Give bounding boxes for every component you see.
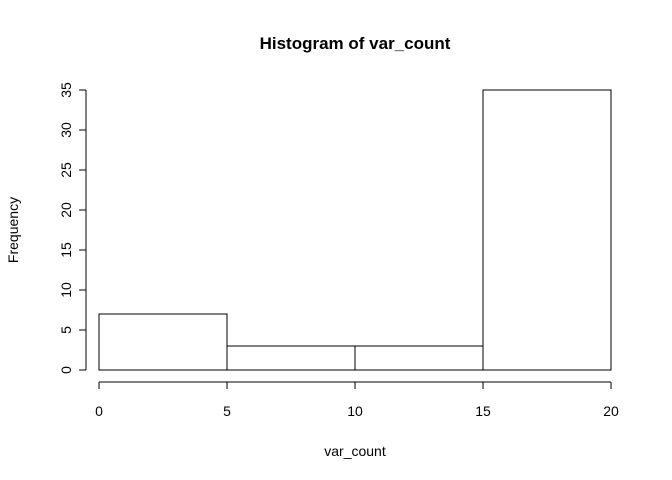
y-tick-label: 10	[58, 282, 74, 298]
y-tick-label: 30	[58, 122, 74, 138]
x-axis: 0 5 10 15 20	[95, 381, 619, 419]
histogram-bar-1	[226, 345, 356, 371]
histogram-bar-0	[98, 313, 228, 371]
y-axis: 0 5 10 15 20 25 30 35	[58, 82, 87, 374]
x-tick-label: 20	[603, 403, 619, 419]
y-tick-label: 15	[58, 242, 74, 258]
x-tick-label: 5	[223, 403, 231, 419]
x-tick-label: 10	[347, 403, 363, 419]
x-axis-label: var_count	[324, 443, 386, 459]
y-tick-label: 5	[58, 326, 74, 334]
y-tick-label: 0	[58, 366, 74, 374]
x-tick-label: 15	[475, 403, 491, 419]
y-tick-label: 20	[58, 202, 74, 218]
y-tick-label: 35	[58, 82, 74, 98]
chart-title: Histogram of var_count	[260, 34, 451, 53]
y-axis-label: Frequency	[5, 197, 21, 263]
y-tick-label: 25	[58, 162, 74, 178]
histogram-bar-2	[354, 345, 484, 371]
histogram-bar-3	[482, 89, 612, 371]
bars-group	[98, 89, 612, 371]
x-tick-label: 0	[95, 403, 103, 419]
